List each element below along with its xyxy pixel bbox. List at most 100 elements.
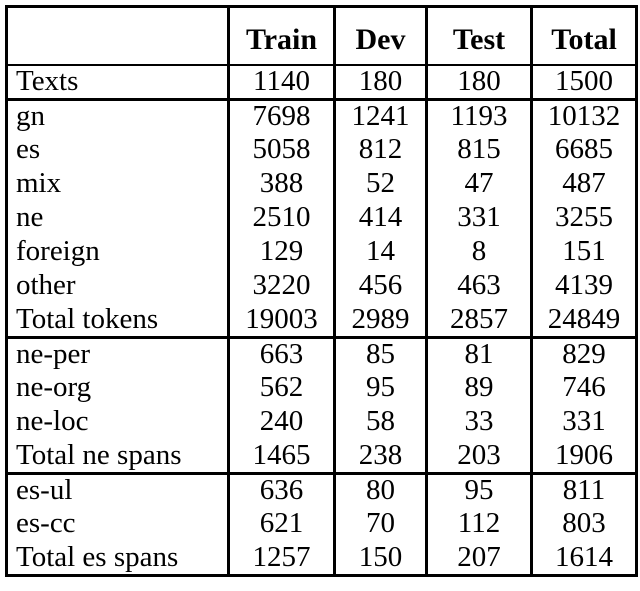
- cell-total: 1614: [530, 541, 637, 576]
- cell-test: 8: [425, 235, 532, 270]
- section-es-spans: es-ul 636 80 95 811 es-cc 621 70 112 803…: [5, 473, 637, 576]
- cell-dev: 70: [333, 507, 427, 542]
- cell-total: 829: [530, 337, 637, 372]
- row-total-tokens: Total tokens 19003 2989 2857 24849: [5, 303, 637, 338]
- row-es-cc: es-cc 621 70 112 803: [5, 507, 637, 542]
- cell-dev: 58: [333, 405, 427, 440]
- row-label: other: [5, 269, 229, 304]
- cell-train: 663: [227, 337, 335, 372]
- row-ne-org: ne-org 562 95 89 746: [5, 371, 637, 406]
- row-ne-loc: ne-loc 240 58 33 331: [5, 405, 637, 440]
- cell-train: 621: [227, 507, 335, 542]
- row-label: es-cc: [5, 507, 229, 542]
- row-foreign: foreign 129 14 8 151: [5, 235, 637, 270]
- cell-train: 3220: [227, 269, 335, 304]
- row-label: es-ul: [5, 473, 229, 508]
- row-total-ne-spans: Total ne spans 1465 238 203 1906: [5, 439, 637, 474]
- row-label: ne-org: [5, 371, 229, 406]
- cell-test: 2857: [425, 303, 532, 338]
- cell-dev: 238: [333, 439, 427, 474]
- row-texts: Texts 1140 180 180 1500: [5, 65, 637, 100]
- cell-test: 207: [425, 541, 532, 576]
- cell-train: 7698: [227, 99, 335, 134]
- cell-test: 180: [425, 65, 532, 100]
- row-label: mix: [5, 167, 229, 202]
- cell-dev: 2989: [333, 303, 427, 338]
- cell-test: 33: [425, 405, 532, 440]
- row-gn: gn 7698 1241 1193 10132: [5, 99, 637, 134]
- row-label: es: [5, 133, 229, 168]
- cell-test: 95: [425, 473, 532, 508]
- row-label: gn: [5, 99, 229, 134]
- header-test: Test: [425, 6, 532, 66]
- cell-train: 1140: [227, 65, 335, 100]
- cell-dev: 80: [333, 473, 427, 508]
- cell-total: 151: [530, 235, 637, 270]
- row-label: ne-loc: [5, 405, 229, 440]
- cell-test: 81: [425, 337, 532, 372]
- cell-total: 1500: [530, 65, 637, 100]
- cell-total: 3255: [530, 201, 637, 236]
- page: Train Dev Test Total Texts 1140 180 180 …: [5, 5, 638, 577]
- cell-train: 636: [227, 473, 335, 508]
- row-label: Texts: [5, 65, 229, 100]
- row-other: other 3220 456 463 4139: [5, 269, 637, 304]
- cell-total: 1906: [530, 439, 637, 474]
- header-row: Train Dev Test Total: [5, 6, 637, 66]
- cell-total: 6685: [530, 133, 637, 168]
- cell-total: 10132: [530, 99, 637, 134]
- cell-test: 331: [425, 201, 532, 236]
- row-label: Total es spans: [5, 541, 229, 576]
- cell-total: 487: [530, 167, 637, 202]
- cell-dev: 180: [333, 65, 427, 100]
- cell-dev: 456: [333, 269, 427, 304]
- dataset-statistics-table: Train Dev Test Total Texts 1140 180 180 …: [5, 5, 638, 577]
- cell-dev: 414: [333, 201, 427, 236]
- cell-total: 4139: [530, 269, 637, 304]
- cell-train: 2510: [227, 201, 335, 236]
- cell-dev: 52: [333, 167, 427, 202]
- cell-train: 19003: [227, 303, 335, 338]
- row-es-ul: es-ul 636 80 95 811: [5, 473, 637, 508]
- cell-total: 746: [530, 371, 637, 406]
- cell-dev: 812: [333, 133, 427, 168]
- table-header: Train Dev Test Total: [5, 6, 637, 66]
- cell-dev: 85: [333, 337, 427, 372]
- row-total-es-spans: Total es spans 1257 150 207 1614: [5, 541, 637, 576]
- cell-train: 5058: [227, 133, 335, 168]
- cell-test: 112: [425, 507, 532, 542]
- row-ne-per: ne-per 663 85 81 829: [5, 337, 637, 372]
- section-ne-spans: ne-per 663 85 81 829 ne-org 562 95 89 74…: [5, 337, 637, 474]
- cell-total: 803: [530, 507, 637, 542]
- cell-train: 129: [227, 235, 335, 270]
- cell-train: 1257: [227, 541, 335, 576]
- cell-test: 89: [425, 371, 532, 406]
- cell-dev: 14: [333, 235, 427, 270]
- header-dev: Dev: [333, 6, 427, 66]
- section-texts: Texts 1140 180 180 1500: [5, 65, 637, 100]
- cell-test: 815: [425, 133, 532, 168]
- cell-train: 240: [227, 405, 335, 440]
- row-label: ne: [5, 201, 229, 236]
- header-total: Total: [530, 6, 637, 66]
- cell-test: 47: [425, 167, 532, 202]
- cell-train: 562: [227, 371, 335, 406]
- cell-train: 388: [227, 167, 335, 202]
- cell-total: 24849: [530, 303, 637, 338]
- header-blank: [5, 6, 229, 66]
- cell-dev: 95: [333, 371, 427, 406]
- cell-dev: 150: [333, 541, 427, 576]
- row-mix: mix 388 52 47 487: [5, 167, 637, 202]
- cell-total: 331: [530, 405, 637, 440]
- cell-dev: 1241: [333, 99, 427, 134]
- row-label: Total tokens: [5, 303, 229, 338]
- row-es: es 5058 812 815 6685: [5, 133, 637, 168]
- cell-test: 463: [425, 269, 532, 304]
- row-label: foreign: [5, 235, 229, 270]
- row-ne: ne 2510 414 331 3255: [5, 201, 637, 236]
- row-label: ne-per: [5, 337, 229, 372]
- cell-total: 811: [530, 473, 637, 508]
- header-train: Train: [227, 6, 335, 66]
- cell-train: 1465: [227, 439, 335, 474]
- cell-test: 1193: [425, 99, 532, 134]
